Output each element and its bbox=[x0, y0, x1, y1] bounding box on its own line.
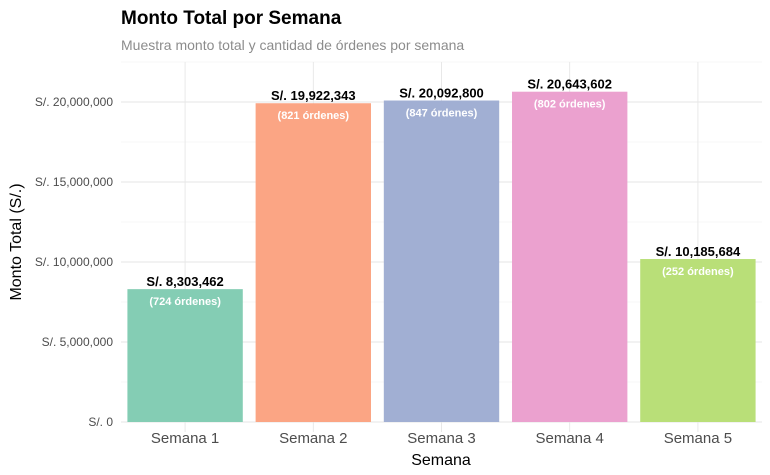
bar-orders-label: (802 órdenes) bbox=[534, 99, 606, 111]
x-tick-label: Semana 3 bbox=[407, 430, 475, 447]
bar-value-label: S/. 20,643,602 bbox=[527, 77, 612, 92]
bar-orders-label: (724 órdenes) bbox=[149, 296, 221, 308]
y-tick-label: S/. 20,000,000 bbox=[35, 95, 113, 109]
bar-value-label: S/. 19,922,343 bbox=[271, 88, 356, 103]
bar-value-label: S/. 10,185,684 bbox=[656, 244, 741, 259]
x-axis-title: Semana bbox=[411, 452, 471, 469]
y-axis-title: Monto Total (S/.) bbox=[8, 183, 25, 300]
bar-orders-label: (252 órdenes) bbox=[662, 266, 734, 278]
bar-labels: S/. 8,303,462 (724 órdenes) S/. 19,922,343… bbox=[146, 77, 741, 308]
bar bbox=[512, 91, 628, 423]
bar bbox=[383, 100, 500, 422]
bar bbox=[640, 259, 756, 422]
y-tick-label: S/. 10,000,000 bbox=[35, 255, 113, 269]
x-tick-label: Semana 2 bbox=[279, 430, 347, 447]
x-axis-ticks: Semana 1 Semana 2 Semana 3 Semana 4 Semana 5 bbox=[151, 430, 732, 447]
bar bbox=[127, 289, 243, 422]
bars bbox=[127, 91, 756, 423]
x-tick-label: Semana 4 bbox=[536, 430, 604, 447]
x-tick-label: Semana 1 bbox=[151, 430, 219, 447]
bar bbox=[255, 103, 371, 422]
chart-subtitle: Muestra monto total y cantidad de órdene… bbox=[121, 37, 464, 53]
x-tick-label: Semana 5 bbox=[664, 430, 732, 447]
y-tick-label: S/. 15,000,000 bbox=[35, 175, 113, 189]
y-axis-ticks: S/. 0 S/. 5,000,000 S/. 10,000,000 S/. 15,0… bbox=[35, 95, 113, 429]
y-tick-label: S/. 5,000,000 bbox=[42, 335, 114, 349]
bar-orders-label: (821 órdenes) bbox=[278, 110, 350, 122]
bar-orders-label: (847 órdenes) bbox=[406, 108, 478, 120]
y-tick-label: S/. 0 bbox=[88, 415, 113, 429]
chart-title: Monto Total por Semana bbox=[121, 8, 342, 29]
bar-value-label: S/. 8,303,462 bbox=[146, 274, 223, 289]
bar-value-label: S/. 20,092,800 bbox=[399, 86, 484, 101]
